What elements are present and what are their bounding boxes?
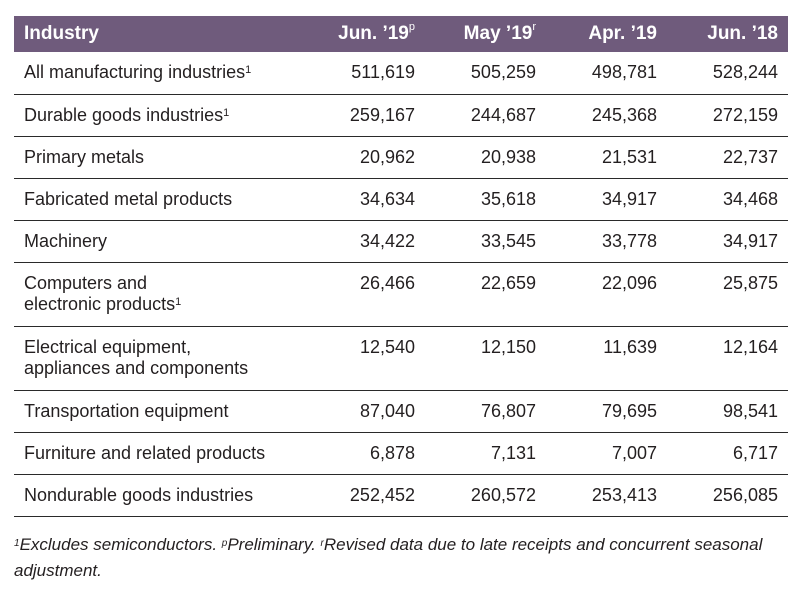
- industry-cell: Transportation equipment: [14, 390, 304, 432]
- value-cell: 7,007: [611, 442, 657, 463]
- column-header-label: Jun. ’18: [707, 23, 778, 44]
- value-cell: 20,962: [359, 146, 415, 167]
- table-row: Durable goods industries1 259,167 244,687 2…: [14, 94, 788, 136]
- header-row: Industry Jun. ’19p May ’19r Apr. ’19 Jun. ’1…: [14, 16, 788, 52]
- column-header-label: Industry: [24, 23, 99, 44]
- industry-label: All manufacturing industries: [24, 62, 246, 82]
- value-cell: 252,452: [349, 484, 415, 505]
- footnote-mark-1: 1: [14, 538, 20, 549]
- industry-cell: Primary metals: [14, 136, 304, 178]
- value-cell: 22,737: [722, 146, 778, 167]
- value-cell: 11,639: [603, 336, 657, 357]
- footnote-text-1: Excludes semiconductors.: [19, 535, 222, 554]
- value-cell: 511,619: [351, 62, 415, 82]
- value-cell: 34,422: [359, 230, 415, 251]
- industry-label-line: Computers and: [24, 272, 148, 293]
- value-cell: 34,468: [722, 188, 778, 209]
- value-cell: 34,634: [359, 188, 415, 209]
- footnote: 1Excludes semiconductors. pPreliminary. …: [14, 532, 784, 584]
- value-cell: 260,572: [470, 484, 536, 505]
- industry-label: Nondurable goods industries: [24, 484, 254, 505]
- column-header-4: Jun. ’18: [667, 16, 788, 52]
- value-cell: 20,938: [480, 146, 536, 167]
- value-cell: 22,096: [601, 272, 657, 293]
- value-cell: 34,917: [601, 188, 657, 209]
- footnote-mark-r: r: [320, 538, 324, 549]
- value-cell: 35,618: [480, 188, 536, 209]
- value-cell: 498,781: [591, 62, 657, 82]
- value-cell: 33,778: [601, 230, 657, 251]
- table-row: Furniture and related products 6,878 7,131…: [14, 432, 788, 474]
- data-table-container: Industry Jun. ’19p May ’19r Apr. ’19 Jun. ’1…: [14, 16, 788, 517]
- industry-footnote-mark: 1: [245, 64, 252, 76]
- column-header-label: Jun. ’19: [338, 23, 409, 44]
- table-row: Primary metals 20,962 20,938 21,531 22,737: [14, 136, 788, 178]
- value-cell: 12,164: [722, 336, 778, 357]
- industry-label: Machinery: [24, 230, 108, 251]
- value-cell: 22,659: [480, 272, 536, 293]
- table-row: Fabricated metal products 34,634 35,618 34,…: [14, 178, 788, 220]
- column-header-label: Apr. ’19: [588, 23, 657, 44]
- column-header-2: May ’19r: [425, 16, 546, 52]
- industry-footnote-mark: 1: [223, 106, 230, 119]
- value-cell: 34,917: [722, 230, 778, 251]
- value-cell: 21,531: [601, 146, 657, 167]
- column-header-industry: Industry: [14, 16, 304, 52]
- value-cell: 256,085: [712, 484, 778, 505]
- industry-cell: All manufacturing industries1: [14, 52, 304, 94]
- column-header-1: Jun. ’19p: [304, 16, 425, 52]
- industry-cell: Computers and electronic products1: [14, 262, 304, 326]
- column-header-3: Apr. ’19: [546, 16, 667, 52]
- value-cell: 7,131: [490, 442, 536, 463]
- footnote-mark-p: p: [221, 538, 228, 549]
- table-row: Transportation equipment 87,040 76,807 79,6…: [14, 390, 788, 432]
- industry-label-line: electronic products1: [24, 293, 182, 314]
- table-row: Nondurable goods industries 252,452 260,57…: [14, 474, 788, 516]
- industry-cell: Nondurable goods industries: [14, 474, 304, 516]
- table-row: Computers and electronic products1 26,466 2…: [14, 262, 788, 326]
- industry-cell: Durable goods industries1: [14, 94, 304, 136]
- value-cell: 244,687: [470, 104, 536, 125]
- industry-cell: Furniture and related products: [14, 432, 304, 474]
- value-cell: 33,545: [480, 230, 536, 251]
- value-cell: 253,413: [591, 484, 657, 505]
- industry-label: Primary metals: [24, 146, 145, 167]
- shipments-table: Industry Jun. ’19p May ’19r Apr. ’19 Jun. ’1…: [14, 16, 788, 517]
- industry-label: Furniture and related products: [24, 442, 266, 463]
- column-header-mark: r: [532, 21, 536, 33]
- value-cell: 12,150: [480, 336, 536, 357]
- value-cell: 76,807: [480, 400, 536, 421]
- table-row: Machinery 34,422 33,545 33,778 34,917: [14, 220, 788, 262]
- value-cell: 79,695: [601, 400, 657, 421]
- industry-cell: Electrical equipment, appliances and comp…: [14, 326, 304, 390]
- industry-label: Durable goods industries: [24, 104, 224, 125]
- value-cell: 272,159: [712, 104, 778, 125]
- industry-label: Transportation equipment: [24, 400, 229, 421]
- value-cell: 98,541: [722, 400, 778, 421]
- footnote-text-2: Preliminary.: [227, 535, 321, 554]
- value-cell: 25,875: [722, 272, 778, 293]
- column-header-mark: p: [408, 21, 415, 33]
- industry-footnote-mark: 1: [175, 295, 182, 308]
- industry-label: Fabricated metal products: [24, 188, 233, 209]
- column-header-label: May ’19: [463, 23, 533, 44]
- table-body: All manufacturing industries1 511,619 505,…: [14, 52, 788, 516]
- value-cell: 12,540: [359, 336, 415, 357]
- value-cell: 259,167: [349, 104, 415, 125]
- table-header: Industry Jun. ’19p May ’19r Apr. ’19 Jun. ’1…: [14, 16, 788, 52]
- footnote-text-3: Revised data due to late receipts and co…: [14, 535, 763, 580]
- table-row: Electrical equipment, appliances and comp…: [14, 326, 788, 390]
- industry-cell: Fabricated metal products: [14, 178, 304, 220]
- value-cell: 26,466: [359, 272, 415, 293]
- value-cell: 245,368: [591, 104, 657, 125]
- industry-cell: Machinery: [14, 220, 304, 262]
- value-cell: 6,717: [732, 442, 778, 463]
- industry-label-line: Electrical equipment,: [24, 336, 192, 357]
- value-cell: 6,878: [369, 442, 415, 463]
- industry-label-line: appliances and components: [24, 357, 249, 378]
- table-row: All manufacturing industries1 511,619 505,…: [14, 52, 788, 94]
- value-cell: 528,244: [712, 62, 778, 82]
- value-cell: 505,259: [470, 62, 536, 82]
- value-cell: 87,040: [359, 400, 415, 421]
